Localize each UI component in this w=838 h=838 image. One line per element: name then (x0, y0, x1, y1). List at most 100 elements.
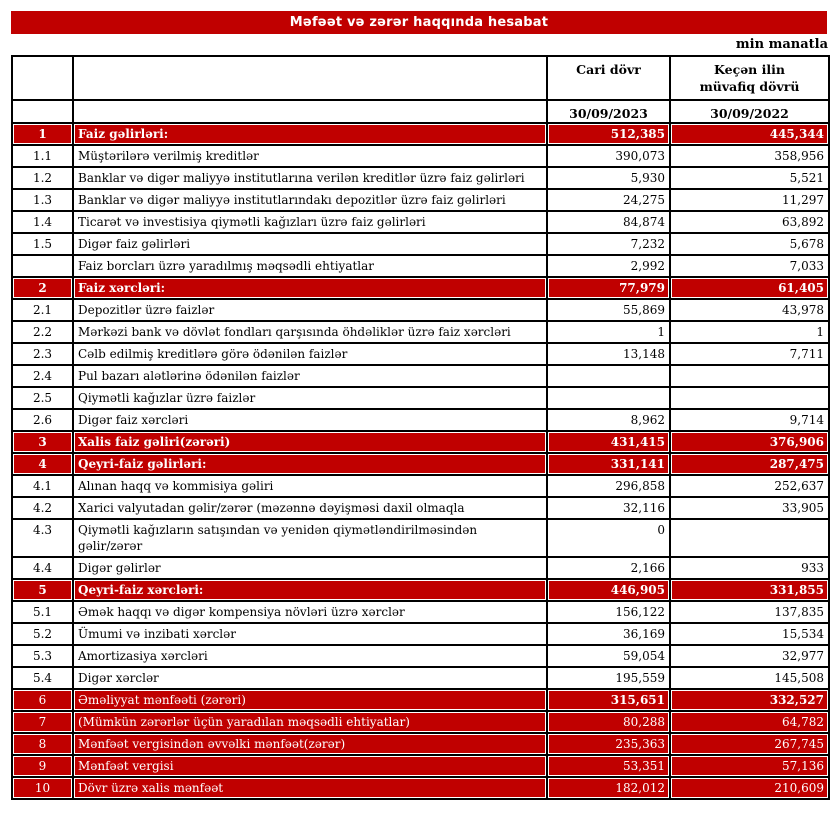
table-row: 6 Əməliyyat mənfəəti (zərəri) 315,651 332,5… (11, 688, 830, 712)
row-current-value-cell: 8,962 (546, 408, 671, 432)
row-label-cell: Depozitlər üzrə faizlər (72, 298, 548, 322)
row-no-cell: 3 (11, 430, 74, 454)
row-label-cell: Digər faiz xərcləri (72, 408, 548, 432)
table-row: 8 Mənfəət vergisindən əvvəlki mənfəət(zər… (11, 732, 830, 756)
table-row: 4 Qeyri-faiz gəlirləri: 331,141 287,475 (11, 452, 830, 476)
row-label-cell: Mənfəət vergisi (72, 754, 548, 778)
report-title: Məfəət və zərər haqqında hesabat (289, 15, 549, 30)
row-previous-value-cell (669, 364, 830, 388)
header-previous-period-cell: Keçən ilin müvafiq dövrü (669, 55, 830, 101)
table-row: 1 Faiz gəlirləri: 512,385 445,344 (11, 122, 830, 146)
row-label-cell: Amortizasiya xərcləri (72, 644, 548, 668)
header-current-date-cell: 30/09/2023 (546, 99, 671, 124)
row-current-value-cell: 59,054 (546, 644, 671, 668)
row-label-cell: Ticarət və investisiya qiymətli kağızlar… (72, 210, 548, 234)
table-row: 1.4 Ticarət və investisiya qiymətli kağız… (11, 210, 830, 234)
table-row: 5.4 Digər xərclər 195,559 145,508 (11, 666, 830, 690)
row-label-cell: Xarici valyutadan gəlir/zərər (məzənnə d… (72, 496, 548, 520)
row-no-cell: 4 (11, 452, 74, 476)
row-no-cell: 2.3 (11, 342, 74, 366)
row-previous-value-cell: 252,637 (669, 474, 830, 498)
row-current-value-cell: 182,012 (546, 776, 671, 800)
header-previous-date-cell: 30/09/2022 (669, 99, 830, 124)
row-no-cell: 2.2 (11, 320, 74, 344)
table-row: 4.4 Digər gəlirlər 2,166 933 (11, 556, 830, 580)
row-no-cell: 2.4 (11, 364, 74, 388)
row-label-cell: Mərkəzi bank və dövlət fondları qarşısın… (72, 320, 548, 344)
table-row: 2.2 Mərkəzi bank və dövlət fondları qarşı… (11, 320, 830, 344)
row-current-value-cell: 2,992 (546, 254, 671, 278)
header-current-period-cell: Cari dövr (546, 55, 671, 101)
row-previous-value-cell: 15,534 (669, 622, 830, 646)
row-previous-value-cell: 5,521 (669, 166, 830, 190)
row-current-value-cell: 36,169 (546, 622, 671, 646)
row-label-cell: Qiymətli kağızların satışından və yenidə… (72, 518, 548, 558)
row-previous-value-cell: 63,892 (669, 210, 830, 234)
row-previous-value-cell (669, 518, 830, 558)
row-current-value-cell: 431,415 (546, 430, 671, 454)
row-label-cell: Digər faiz gəlirləri (72, 232, 548, 256)
row-no-cell: 9 (11, 754, 74, 778)
row-no-cell: 1.1 (11, 144, 74, 168)
row-label-cell: Dövr üzrə xalis mənfəət (72, 776, 548, 800)
row-no-cell: 2.5 (11, 386, 74, 410)
row-no-cell: 10 (11, 776, 74, 800)
row-label-cell: Qeyri-faiz gəlirləri: (72, 452, 548, 476)
row-previous-value-cell: 137,835 (669, 600, 830, 624)
row-label-cell: Əməliyyat mənfəəti (zərəri) (72, 688, 548, 712)
table-row: 1.1 Müştərilərə verilmiş kreditlər 390,073… (11, 144, 830, 168)
row-previous-value-cell: 11,297 (669, 188, 830, 212)
row-current-value-cell: 7,232 (546, 232, 671, 256)
pnl-table: Cari dövr Keçən ilin müvafiq dövrü 30/09… (11, 55, 830, 800)
row-no-cell: 8 (11, 732, 74, 756)
row-previous-value-cell: 57,136 (669, 754, 830, 778)
row-label-cell: Cəlb edilmiş kreditlərə görə ödənilən fa… (72, 342, 548, 366)
header-blank-label-cell (72, 99, 548, 124)
row-previous-value-cell: 933 (669, 556, 830, 580)
row-label-cell: Faiz xərcləri: (72, 276, 548, 300)
row-previous-value-cell: 145,508 (669, 666, 830, 690)
row-current-value-cell: 235,363 (546, 732, 671, 756)
row-previous-value-cell: 64,782 (669, 710, 830, 734)
row-current-value-cell: 296,858 (546, 474, 671, 498)
table-row: 10 Dövr üzrə xalis mənfəət 182,012 210,609 (11, 776, 830, 800)
row-previous-value-cell (669, 386, 830, 410)
table-row: 9 Mənfəət vergisi 53,351 57,136 (11, 754, 830, 778)
row-previous-value-cell: 5,678 (669, 232, 830, 256)
row-previous-value-cell: 9,714 (669, 408, 830, 432)
table-row: 2.6 Digər faiz xərcləri 8,962 9,714 (11, 408, 830, 432)
header-blank-no-cell (11, 55, 74, 101)
row-current-value-cell (546, 386, 671, 410)
row-label-cell: Ümumi və inzibati xərclər (72, 622, 548, 646)
row-previous-value-cell: 331,855 (669, 578, 830, 602)
row-current-value-cell: 331,141 (546, 452, 671, 476)
row-no-cell: 4.2 (11, 496, 74, 520)
row-previous-value-cell: 61,405 (669, 276, 830, 300)
row-no-cell: 5.2 (11, 622, 74, 646)
row-current-value-cell: 13,148 (546, 342, 671, 366)
header-previous-period-line2: müvafiq dövrü (699, 79, 800, 94)
row-no-cell: 1.4 (11, 210, 74, 234)
table-row: 2.5 Qiymətli kağızlar üzrə faizlər (11, 386, 830, 410)
row-no-cell: 4.3 (11, 518, 74, 558)
row-label-cell: Xalis faiz gəliri(zərəri) (72, 430, 548, 454)
table-header-date-row: 30/09/2023 30/09/2022 (11, 99, 830, 124)
unit-note: min manatla (735, 37, 828, 52)
row-label-cell: Qiymətli kağızlar üzrə faizlər (72, 386, 548, 410)
row-previous-value-cell: 445,344 (669, 122, 830, 146)
table-row: 1.3 Banklar və digər maliyyə institutları… (11, 188, 830, 212)
row-previous-value-cell: 376,906 (669, 430, 830, 454)
row-label-cell: Mənfəət vergisindən əvvəlki mənfəət(zərə… (72, 732, 548, 756)
table-header-period-row: Cari dövr Keçən ilin müvafiq dövrü (11, 55, 830, 101)
row-current-value-cell: 5,930 (546, 166, 671, 190)
table-row: 7 (Mümkün zərərlər üçün yaradılan məqsədl… (11, 710, 830, 734)
row-previous-value-cell: 7,711 (669, 342, 830, 366)
table-row: 5 Qeyri-faiz xərcləri: 446,905 331,855 (11, 578, 830, 602)
row-label-cell: Digər xərclər (72, 666, 548, 690)
row-previous-value-cell: 287,475 (669, 452, 830, 476)
row-no-cell: 5.4 (11, 666, 74, 690)
report-title-bar: Məfəət və zərər haqqında hesabat (11, 11, 827, 34)
row-label-cell: Faiz borcları üzrə yaradılmış məqsədli e… (72, 254, 548, 278)
row-label-cell: Pul bazarı alətlərinə ödənilən faizlər (72, 364, 548, 388)
row-label-cell: Digər gəlirlər (72, 556, 548, 580)
